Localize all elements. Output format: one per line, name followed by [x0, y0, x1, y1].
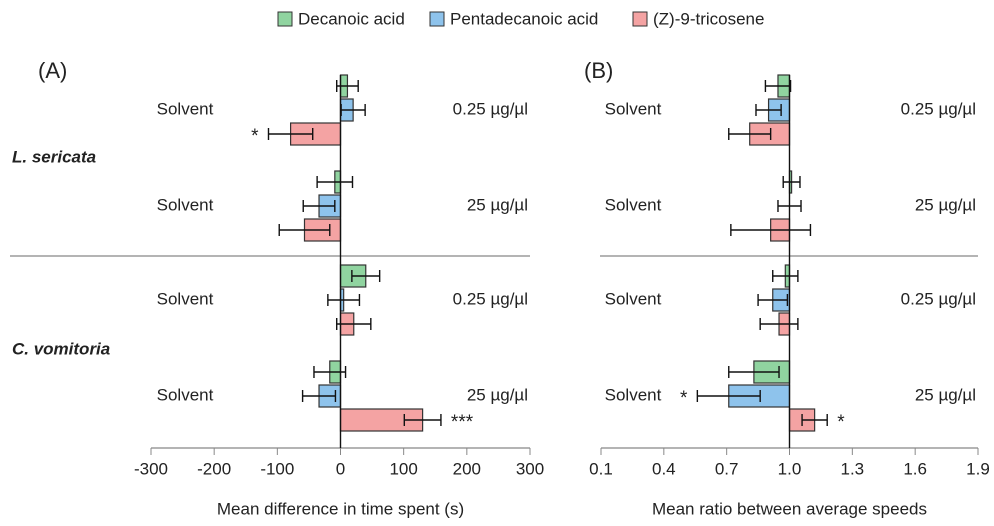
- legend-swatch: [632, 11, 648, 27]
- x-tick-label: 1.9: [966, 459, 990, 478]
- category-label: 0.25 µg/µl: [901, 289, 976, 308]
- error-bar: [730, 224, 812, 236]
- significance-label: *: [837, 412, 845, 433]
- control-label: Solvent: [157, 195, 214, 214]
- category-label: 25 µg/µl: [467, 385, 528, 404]
- error-bar: [782, 176, 801, 188]
- x-tick-label: -100: [260, 459, 294, 478]
- species-label: L. sericata: [12, 147, 96, 166]
- category-label: 0.25 µg/µl: [453, 289, 528, 308]
- error-bar: [728, 128, 772, 140]
- significance-label: *: [251, 126, 259, 147]
- legend-label: Pentadecanoic acid: [450, 9, 598, 28]
- x-axis-title: Mean ratio between average speeds: [652, 499, 927, 518]
- error-bar: [351, 270, 381, 282]
- x-tick-label: 200: [453, 459, 481, 478]
- control-label: Solvent: [157, 99, 214, 118]
- x-tick-label: 1.0: [778, 459, 802, 478]
- x-axis-title: Mean difference in time spent (s): [217, 499, 464, 518]
- error-bar: [728, 366, 780, 378]
- legend-label: Decanoic acid: [298, 9, 405, 28]
- x-tick-label: 0.7: [715, 459, 739, 478]
- error-bar: [801, 414, 828, 426]
- x-tick-label: -200: [197, 459, 231, 478]
- error-bar: [759, 318, 799, 330]
- error-bar: [696, 390, 761, 402]
- category-label: 0.25 µg/µl: [453, 99, 528, 118]
- control-label: Solvent: [605, 195, 662, 214]
- control-label: Solvent: [157, 289, 214, 308]
- control-label: Solvent: [605, 99, 662, 118]
- error-bar: [316, 176, 354, 188]
- x-tick-label: 100: [389, 459, 417, 478]
- error-bar: [267, 128, 314, 140]
- legend-swatch: [429, 11, 445, 27]
- significance-label: ***: [451, 412, 474, 433]
- control-label: Solvent: [605, 385, 662, 404]
- error-bar: [301, 390, 337, 402]
- legend-swatch: [277, 11, 293, 27]
- category-label: 25 µg/µl: [915, 195, 976, 214]
- error-bar: [772, 270, 799, 282]
- control-label: Solvent: [605, 289, 662, 308]
- error-bar: [336, 318, 372, 330]
- x-tick-label: 1.3: [841, 459, 865, 478]
- error-bar: [327, 294, 361, 306]
- category-label: 0.25 µg/µl: [901, 99, 976, 118]
- error-bar: [764, 80, 792, 92]
- species-label: C. vomitoria: [12, 339, 110, 358]
- error-bar: [755, 104, 782, 116]
- x-tick-label: 300: [516, 459, 544, 478]
- error-bar: [302, 200, 336, 212]
- panel-label: (A): [38, 58, 67, 83]
- x-tick-label: -300: [134, 459, 168, 478]
- panel-label: (B): [584, 58, 613, 83]
- x-tick-label: 0.1: [589, 459, 613, 478]
- error-bar: [403, 414, 442, 426]
- legend-label: (Z)-9-tricosene: [653, 9, 764, 28]
- category-label: 25 µg/µl: [915, 385, 976, 404]
- x-tick-label: 0.4: [652, 459, 676, 478]
- control-label: Solvent: [157, 385, 214, 404]
- category-label: 25 µg/µl: [467, 195, 528, 214]
- x-tick-label: 1.6: [903, 459, 927, 478]
- significance-label: *: [680, 388, 688, 409]
- error-bar: [757, 294, 789, 306]
- error-bar: [278, 224, 331, 236]
- x-tick-label: 0: [336, 459, 345, 478]
